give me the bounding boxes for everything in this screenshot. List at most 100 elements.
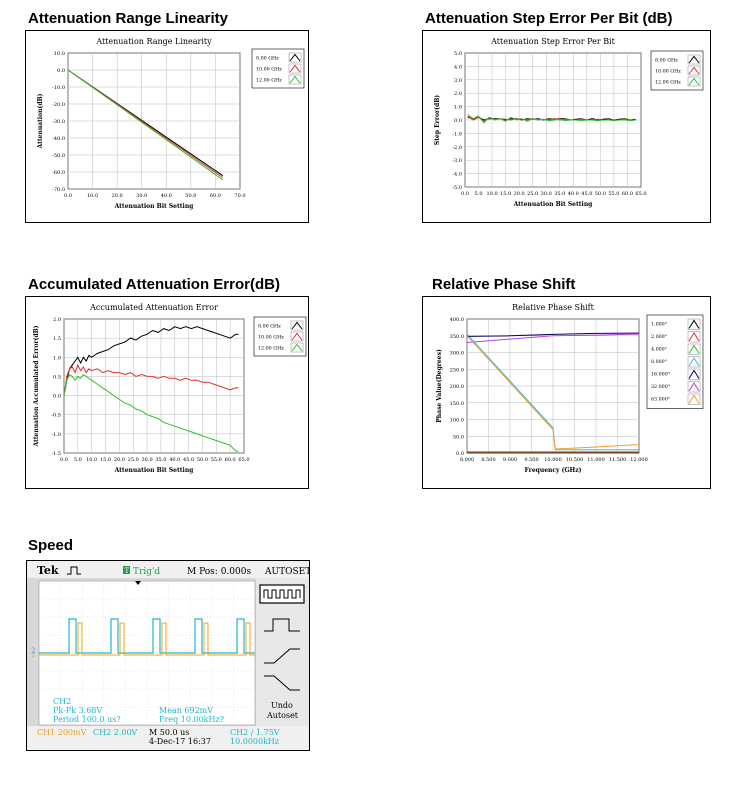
legend-swatch-box — [687, 368, 701, 380]
y-tick-label: 50.0 — [453, 434, 464, 440]
x-tick-label: 11.500 — [609, 457, 627, 463]
x-tick-label: 0.0 — [461, 191, 469, 197]
x-tick-label: 30.0 — [142, 457, 153, 463]
y-tick-label: 350.0 — [450, 334, 464, 340]
legend-swatch-box — [687, 343, 701, 355]
chart-title: Accumulated Attenuation Error — [89, 303, 218, 312]
legend-swatch-mark — [289, 53, 301, 62]
x-tick-label: 30.0 — [136, 193, 147, 199]
y-tick-label: -50.0 — [52, 153, 65, 159]
x-tick-label: 65.0 — [238, 457, 249, 463]
legend-label: 10.00 GHz — [655, 69, 681, 75]
y-axis-label: Phase Value(Degrees) — [436, 349, 443, 423]
y-axis-label: Step Error(dB) — [434, 95, 441, 145]
y-tick-label: 10.0 — [54, 51, 65, 57]
y-tick-label: -30.0 — [52, 119, 65, 125]
chart-panel-linearity: Attenuation Range Linearity 0.0 10.0 20.0 30… — [25, 30, 309, 223]
series-line — [466, 333, 640, 343]
trigger-frequency: 10.0000kHz — [230, 737, 279, 746]
y-tick-label: 1.0 — [53, 355, 61, 361]
x-axis-label: Attenuation Bit Setting — [513, 201, 594, 208]
legend-swatch-mark — [289, 75, 301, 84]
chart-panel-accumulated-error: Accumulated Attenuation Error 0.0 5.0 10.0 1… — [25, 296, 309, 489]
ch1-trace — [39, 622, 255, 656]
undo-autoset-line2[interactable]: Autoset — [266, 711, 299, 720]
plot-area — [63, 318, 245, 454]
y-tick-label: 0.0 — [454, 118, 462, 124]
y-tick-label: -1.5 — [51, 451, 61, 457]
x-tick-label: 8.000 — [460, 457, 474, 463]
x-tick-label: 65.0 — [635, 191, 646, 197]
scope-mpos: M Pos: 0.000s — [187, 567, 251, 577]
ch2-scale: CH2 2.00V — [93, 728, 138, 737]
x-tick-label: 25.0 — [128, 457, 139, 463]
scope-autoset-label: AUTOSET — [264, 567, 309, 577]
legend-label: 8.00 GHz — [256, 56, 279, 62]
rising-edge-icon[interactable] — [264, 648, 300, 664]
x-tick-label: 5.0 — [475, 191, 483, 197]
single-pulse-icon[interactable] — [264, 618, 300, 632]
y-tick-label: -5.0 — [452, 185, 462, 191]
y-tick-label: -1.0 — [51, 432, 61, 438]
x-tick-label: 20.0 — [112, 193, 123, 199]
x-tick-label: 10.000 — [544, 457, 562, 463]
ch1-marker: 1 — [31, 651, 35, 659]
legend-swatch-box — [687, 393, 701, 405]
y-tick-label: -3.0 — [452, 158, 462, 164]
chart-title: Attenuation Step Error Per Bit — [490, 37, 615, 46]
meas-mean: Mean 692mV — [159, 706, 213, 715]
legend-swatch-box — [288, 52, 302, 63]
x-axis-label: Attenuation Bit Setting — [114, 203, 195, 210]
x-tick-label: 11.000 — [587, 457, 605, 463]
legend-swatch-mark — [688, 357, 700, 367]
scope-date: 4-Dec-17 16:37 — [149, 737, 211, 746]
trig-indicator-icon — [123, 566, 130, 574]
oscilloscope-display: Tek T Trig'd M Pos: 0.000s AUTOSET Undo … — [27, 561, 311, 750]
undo-autoset-line1[interactable]: Undo — [271, 701, 293, 710]
legend-label: 16.000° — [651, 372, 670, 378]
x-tick-label: 10.0 — [87, 193, 98, 199]
series-line — [466, 332, 640, 337]
series-line — [63, 373, 239, 452]
y-axis-label: Attenuation(dB) — [37, 93, 44, 149]
legend-label: 12.00 GHz — [258, 346, 284, 352]
meas-freq: Freq 10.00kHz? — [159, 715, 224, 724]
y-tick-label: -60.0 — [52, 170, 65, 176]
autoset-square-button[interactable] — [259, 584, 305, 604]
y-tick-label: 150.0 — [450, 401, 464, 407]
legend-swatch-box — [687, 356, 701, 368]
y-tick-label: 200.0 — [450, 384, 464, 390]
y-tick-label: -4.0 — [452, 172, 462, 178]
x-tick-label: 10.0 — [86, 457, 97, 463]
y-tick-label: 100.0 — [450, 418, 464, 424]
legend-label: 8.00 GHz — [258, 324, 281, 330]
y-tick-label: 0.0 — [456, 451, 464, 457]
x-tick-label: 0.0 — [60, 457, 68, 463]
series-line — [67, 69, 224, 181]
legend-swatch-mark — [688, 77, 700, 86]
y-tick-label: 5.0 — [454, 51, 462, 57]
x-tick-label: 12.000 — [630, 457, 648, 463]
y-tick-label: -0.5 — [51, 413, 61, 419]
x-tick-label: 20.0 — [514, 191, 525, 197]
x-tick-label: 10.0 — [487, 191, 498, 197]
section-title-accumulated-error: Accumulated Attenuation Error(dB) — [28, 276, 280, 293]
legend-swatch-mark — [688, 394, 700, 404]
legend-label: 8.000° — [651, 359, 667, 365]
legend-label: 63.000° — [651, 397, 670, 403]
legend-swatch-box — [290, 320, 304, 331]
x-tick-label: 9.000 — [503, 457, 517, 463]
legend-swatch-box — [687, 331, 701, 343]
x-tick-label: 45.0 — [581, 191, 592, 197]
legend-swatch-mark — [688, 319, 700, 329]
y-tick-label: 0.0 — [57, 68, 65, 74]
legend-swatch-mark — [688, 66, 700, 75]
legend-swatch-box — [288, 63, 302, 74]
oscilloscope-screenshot: Tek T Trig'd M Pos: 0.000s AUTOSET Undo … — [26, 560, 311, 751]
falling-edge-icon[interactable] — [264, 675, 300, 691]
y-axis-label: Attenuation Accumulated Error(dB) — [33, 325, 40, 447]
x-tick-label: 60.0 — [210, 193, 221, 199]
legend-swatch-box — [290, 342, 304, 353]
series-line — [63, 363, 239, 396]
